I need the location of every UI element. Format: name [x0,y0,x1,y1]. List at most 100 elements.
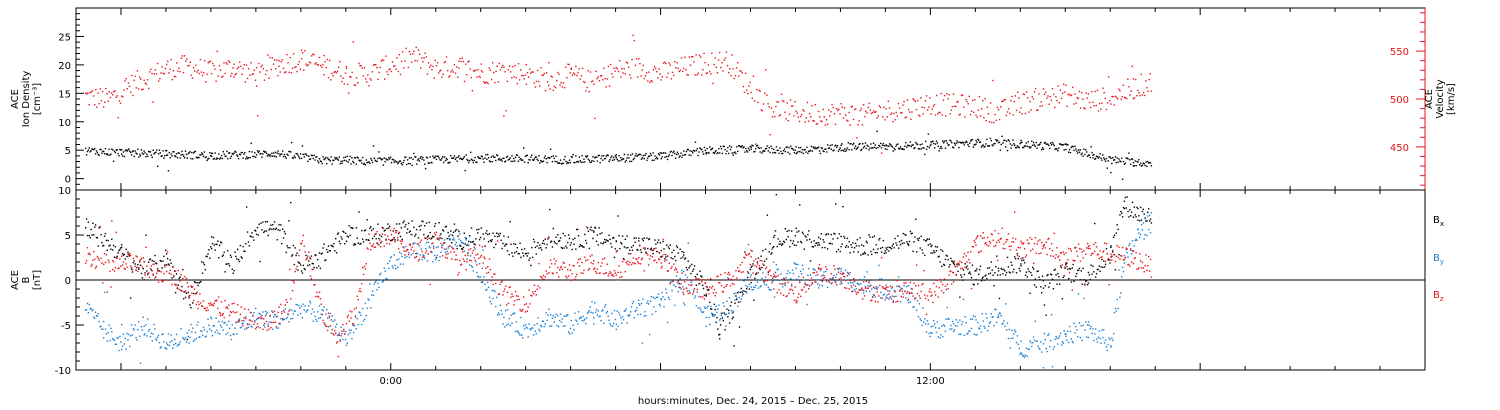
density-point [912,144,914,146]
bx-point [908,240,911,243]
velocity-point [171,78,173,81]
density-point [1028,146,1030,148]
velocity-point [332,75,334,77]
velocity-point [237,66,240,68]
bx-point [317,265,320,267]
by-point [185,341,188,343]
bx-point [886,248,888,251]
bx-point [1003,268,1005,271]
velocity-point [120,95,123,97]
bx-point [119,248,121,251]
bz-point [183,291,185,293]
density-point [1039,143,1041,145]
bx-point [379,241,382,244]
bx-point [1085,279,1088,282]
by-point [595,308,598,311]
by-point [668,298,671,301]
bx-point [1007,266,1010,268]
bx-point [442,229,444,231]
by-point [1082,324,1084,327]
density-point [304,153,306,155]
by-point [546,319,548,322]
by-point [705,316,707,319]
by-point [262,311,264,313]
density-point [717,152,719,154]
velocity-point [997,109,1000,111]
bx-point [110,248,112,250]
velocity-point [377,78,379,81]
velocity-point [1070,94,1073,96]
density-point [245,158,247,160]
velocity-point [907,108,910,111]
velocity-point [1118,88,1120,90]
density-point [147,155,149,157]
density-point [629,160,631,163]
bx-point [1125,207,1127,209]
by-point [917,316,920,318]
density-point [761,152,763,154]
by-point [353,325,356,327]
bx-point [312,263,314,265]
velocity-point [326,58,329,61]
density-point [1128,152,1130,154]
bx-point [880,247,882,250]
velocity-point [201,74,204,77]
by-point [833,274,835,277]
density-point [291,157,294,159]
bz-point [99,225,101,228]
bz-point [176,286,179,289]
by-point [604,304,607,306]
by-point [899,301,902,303]
bx-point [678,282,680,285]
by-point [709,323,711,326]
bz-point [118,267,120,269]
velocity-point [1112,95,1114,98]
by-point [140,325,143,328]
bx-point [844,237,846,239]
bx-point [397,232,400,235]
velocity-point [888,107,891,109]
bx-point [1025,271,1028,273]
velocity-point [1093,105,1095,107]
by-point [570,319,573,322]
by-point [305,311,307,313]
by-point [926,320,929,322]
density-point [1145,161,1147,163]
bx-point [354,243,357,246]
bx-point [480,227,483,229]
velocity-point [288,71,290,74]
bz-point [119,258,121,260]
bx-point [440,233,442,235]
by-point [618,312,620,314]
by-point [612,325,614,327]
velocity-point [179,70,181,73]
bx-point [951,260,954,263]
bx-point [557,234,559,236]
by-point [972,315,975,317]
by-point [691,283,693,286]
density-point [750,148,752,150]
density-point [538,155,540,157]
bx-point [1016,253,1019,255]
density-point [939,147,941,149]
velocity-point [670,78,673,80]
by-point [1096,341,1099,343]
bz-point [111,259,114,262]
bx-point [307,264,309,267]
bx-point [493,246,495,249]
velocity-point [944,115,947,117]
by-point [533,324,536,326]
bz-point [124,268,126,270]
by-point [1076,336,1079,338]
by-point [300,305,303,307]
density-point [615,156,617,159]
by-point [842,273,844,275]
bx-point [796,231,798,233]
density-point [272,155,274,157]
density-point [774,152,777,154]
by-point [1090,325,1092,328]
by-point [859,278,861,281]
bx-point [1144,217,1146,219]
density-point [999,149,1002,151]
velocity-point [511,77,513,79]
